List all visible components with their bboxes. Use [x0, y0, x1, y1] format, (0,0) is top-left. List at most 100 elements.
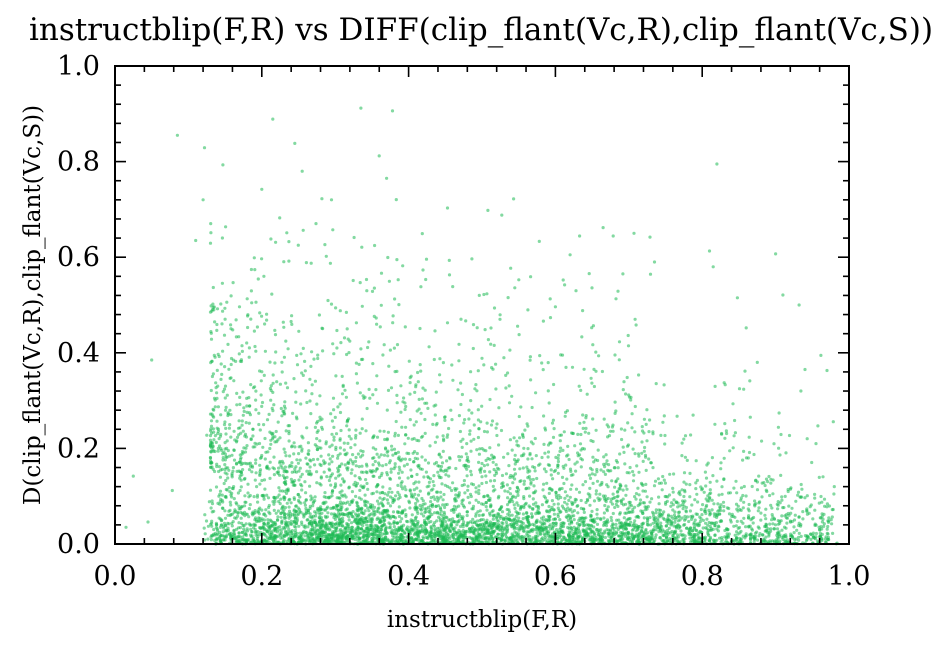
data-point — [495, 422, 499, 426]
data-point — [437, 497, 441, 501]
data-point — [391, 498, 395, 502]
data-point — [562, 521, 566, 525]
data-point — [566, 506, 570, 510]
data-point — [329, 198, 334, 202]
data-point — [287, 527, 291, 531]
data-point — [540, 503, 545, 507]
data-point — [238, 474, 242, 478]
data-point — [719, 461, 723, 465]
data-point — [405, 519, 409, 523]
data-point — [412, 437, 416, 441]
data-point — [284, 381, 288, 385]
data-point — [628, 465, 632, 470]
data-point — [669, 504, 673, 508]
data-point — [685, 458, 689, 462]
data-point — [531, 477, 535, 482]
data-point — [777, 530, 781, 534]
data-point — [528, 477, 532, 481]
data-point — [536, 507, 540, 511]
data-point — [651, 521, 655, 525]
data-point — [221, 506, 225, 510]
data-point — [684, 526, 689, 530]
data-point — [393, 516, 398, 520]
data-point — [666, 531, 671, 535]
data-point — [594, 428, 598, 432]
data-point — [223, 306, 227, 310]
data-point — [439, 455, 443, 459]
data-point — [338, 513, 342, 517]
data-point — [367, 387, 371, 391]
data-point — [512, 467, 517, 471]
data-point — [451, 517, 455, 521]
data-point — [583, 480, 588, 484]
data-point — [747, 435, 751, 439]
data-point — [283, 465, 287, 469]
data-point — [613, 495, 617, 500]
data-point — [335, 537, 339, 541]
data-point — [511, 494, 515, 498]
data-point — [699, 517, 703, 521]
data-point — [300, 472, 304, 476]
data-point — [708, 510, 712, 515]
data-point — [502, 526, 507, 531]
data-point — [782, 506, 786, 510]
data-point — [565, 502, 569, 506]
data-point — [462, 520, 466, 524]
data-point — [361, 524, 365, 528]
data-point — [617, 487, 621, 491]
data-point — [299, 510, 303, 514]
data-point — [534, 535, 538, 539]
data-point — [747, 450, 752, 455]
data-point — [627, 517, 631, 521]
data-point — [451, 481, 455, 485]
data-point — [254, 530, 258, 534]
data-point — [554, 521, 558, 525]
data-point — [788, 487, 793, 491]
data-point — [687, 530, 691, 534]
data-point — [543, 527, 548, 531]
data-point — [615, 490, 620, 494]
data-point — [299, 402, 303, 406]
data-point — [383, 492, 387, 496]
data-point — [218, 489, 223, 493]
data-point — [448, 486, 452, 490]
data-point — [383, 515, 387, 519]
data-point — [359, 449, 363, 453]
data-point — [273, 536, 277, 540]
data-point — [703, 537, 707, 541]
data-point — [283, 513, 287, 517]
data-point — [568, 495, 572, 499]
data-point — [448, 529, 452, 533]
data-point — [394, 198, 398, 202]
data-point — [701, 503, 705, 507]
data-point — [397, 528, 401, 532]
data-point — [386, 493, 390, 497]
data-point — [492, 479, 497, 483]
data-point — [710, 508, 714, 512]
data-point — [623, 534, 628, 539]
data-point — [683, 434, 688, 438]
data-point — [592, 367, 596, 371]
data-point — [683, 499, 687, 503]
data-point — [678, 504, 682, 508]
data-point — [570, 514, 574, 518]
data-point — [564, 365, 568, 369]
data-point — [756, 538, 760, 542]
data-point — [331, 396, 336, 400]
data-point — [419, 411, 423, 415]
data-point — [386, 454, 390, 458]
data-point — [493, 535, 498, 539]
data-point — [426, 536, 430, 541]
data-point — [460, 517, 464, 521]
data-point — [739, 529, 743, 533]
data-point — [471, 504, 476, 508]
data-point — [831, 420, 835, 424]
data-point — [303, 534, 307, 538]
data-point — [415, 472, 419, 477]
data-point — [323, 491, 327, 495]
data-point — [381, 504, 385, 508]
data-point — [715, 479, 719, 483]
data-point — [470, 521, 474, 525]
data-point — [734, 524, 738, 528]
data-point — [453, 530, 457, 534]
